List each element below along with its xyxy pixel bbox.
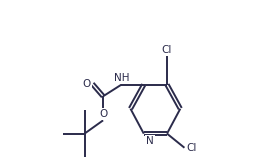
Text: O: O bbox=[99, 109, 107, 119]
Text: O: O bbox=[82, 79, 91, 89]
Text: Cl: Cl bbox=[162, 45, 172, 55]
Text: N: N bbox=[146, 136, 154, 146]
Text: Cl: Cl bbox=[186, 143, 196, 153]
Text: NH: NH bbox=[114, 73, 129, 83]
